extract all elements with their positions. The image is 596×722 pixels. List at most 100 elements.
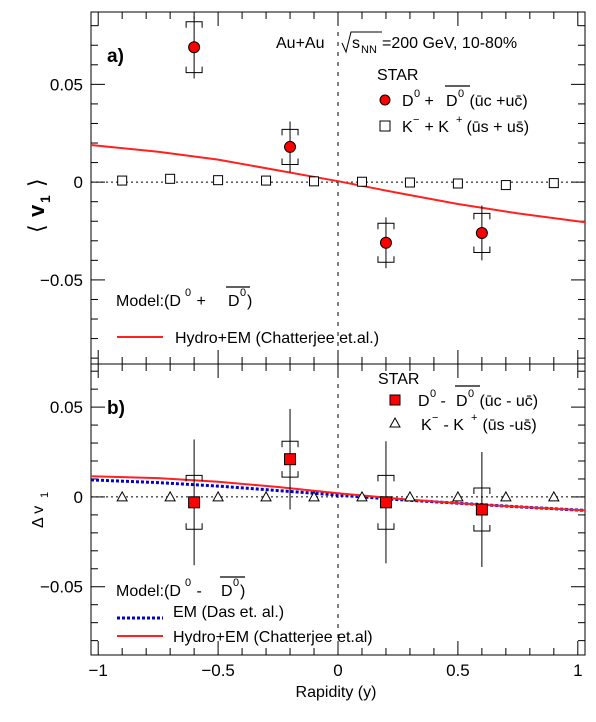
panel-a-y-tick-labels: −0.05 0 0.05 [40, 75, 83, 290]
svg-text:D: D [446, 93, 458, 110]
kaon-point [165, 173, 176, 184]
svg-text:+: + [420, 93, 438, 110]
sys-error-bracket [281, 471, 299, 478]
x-tick-label: −1 [88, 661, 107, 680]
svg-text:(ūs + us̄): (ūs + us̄) [462, 119, 529, 136]
y-tick-label: 0 [74, 488, 83, 507]
svg-text:1: 1 [39, 492, 51, 498]
svg-text:1: 1 [37, 195, 53, 203]
x-tick-label: 1 [573, 661, 582, 680]
svg-text:0: 0 [233, 577, 239, 589]
svg-text:0: 0 [414, 88, 420, 100]
kaon-point [261, 175, 272, 186]
sys-error-bracket [377, 474, 395, 482]
svg-text:0: 0 [185, 577, 191, 589]
svg-text:Hydro+EM (Chatterjee et.al.): Hydro+EM (Chatterjee et.al.) [175, 330, 379, 347]
kaon-point [164, 490, 176, 502]
panel-a-model-legend: Model:(D 0 + D 0 ) Hydro+EM (Chatterjee … [116, 286, 379, 347]
d-meson-point [284, 140, 297, 153]
sys-error-bracket [473, 487, 491, 494]
legend-k-diff-entry: K − - K + (ūs -us̄) [389, 412, 537, 434]
panel-a: −0.05 0 0.05 a) ⟨ v 1 ⟩ Au+Au s NN =200 Ge… [24, 11, 586, 365]
sys-error-bracket [185, 21, 203, 28]
d-meson-point [475, 226, 488, 239]
kaon-point [404, 177, 415, 188]
sys-error-bracket [281, 440, 299, 448]
kaon-point [452, 490, 464, 502]
panel-a-legend: D 0 + D 0 (ūc +uc̄) K − + K + (ūs + us̄) [379, 85, 529, 136]
svg-text:- K: - K [439, 417, 464, 434]
d-meson-point [188, 496, 201, 509]
svg-text:−: − [432, 412, 438, 424]
svg-text:0: 0 [240, 287, 246, 299]
panel-a-y-axis-label: ⟨ v 1 ⟩ [24, 178, 53, 233]
svg-text:+: + [192, 293, 210, 310]
svg-text:(ūs -us̄): (ūs -us̄) [478, 417, 537, 434]
svg-text:−: − [413, 114, 419, 126]
y-tick-label: −0.05 [40, 271, 83, 290]
d-meson-point [379, 236, 392, 249]
y-tick-label: −0.05 [40, 578, 83, 597]
svg-text:D: D [228, 293, 240, 310]
svg-text:-: - [192, 583, 206, 600]
svg-text:Hydro+EM (Chatterjee et.al): Hydro+EM (Chatterjee et.al) [173, 629, 373, 646]
sqrt-icon [341, 31, 382, 54]
y-tick-label: 0.05 [50, 75, 83, 94]
svg-text:⟩: ⟩ [24, 178, 49, 187]
hydro-em-model-curve [90, 144, 586, 224]
sys-error-bracket [185, 474, 203, 482]
d-meson-point [188, 41, 201, 54]
kaon-point [309, 176, 320, 187]
x-tick-label: 0.5 [446, 661, 470, 680]
legend-open-square-marker [379, 120, 391, 132]
panel-b-legend: D 0 - D 0 (ūc - uc̄) K − - K + (ūs -us̄) [389, 385, 538, 434]
legend-d-sum-entry: D 0 + D 0 (ūc +uc̄) [379, 85, 528, 110]
d-meson-point [475, 503, 488, 516]
panel-a-experiment-label: STAR [377, 67, 418, 84]
kaon-point [548, 178, 559, 189]
panel-b-label: b) [107, 398, 125, 419]
svg-text:=200 GeV, 10-80%: =200 GeV, 10-80% [382, 35, 517, 52]
svg-text:D: D [418, 393, 430, 410]
svg-text:Model:(D: Model:(D [116, 583, 181, 600]
kaon-point [356, 490, 368, 502]
svg-text:v: v [24, 204, 49, 217]
svg-text:s: s [352, 35, 360, 52]
y-tick-label: 0 [74, 173, 83, 192]
panel-b-y-tick-labels: −0.05 0 0.05 [40, 398, 83, 597]
sys-error-bracket [185, 66, 203, 74]
panel-b-marks [90, 408, 586, 567]
x-tick-label: 0 [333, 661, 342, 680]
svg-text:0: 0 [458, 88, 464, 100]
legend-red-square-marker [389, 394, 401, 406]
kaon-point [116, 490, 129, 502]
svg-text:+ K: + K [420, 119, 449, 136]
y-tick-label: 0.05 [50, 398, 83, 417]
legend-d-diff-entry: D 0 - D 0 (ūc - uc̄) [389, 385, 538, 410]
svg-text:): ) [240, 583, 245, 600]
sys-error-bracket [473, 246, 491, 254]
kaon-point [500, 180, 511, 191]
svg-text:Model:(D: Model:(D [116, 293, 181, 310]
svg-text:+: + [471, 412, 477, 424]
legend-k-sum-entry: K − + K + (ūs + us̄) [379, 114, 529, 136]
panel-a-label: a) [107, 46, 124, 67]
sys-error-bracket [281, 158, 299, 166]
svg-text:0: 0 [430, 388, 436, 400]
collision-annotation: Au+Au s NN =200 GeV, 10-80% [276, 31, 517, 56]
d-meson-point [284, 453, 297, 466]
x-axis-label: Rapidity (y) [296, 684, 377, 701]
x-tick-label: −0.5 [201, 661, 235, 680]
svg-text:K: K [402, 119, 413, 136]
sys-error-bracket [185, 523, 203, 530]
d-meson-point [379, 496, 392, 509]
kaon-point [212, 490, 224, 502]
kaon-point [308, 490, 320, 502]
kaon-point [260, 490, 272, 502]
svg-text:0: 0 [468, 388, 474, 400]
sys-error-bracket [377, 222, 395, 230]
kaon-point [547, 490, 560, 502]
sys-error-bracket [377, 523, 395, 530]
